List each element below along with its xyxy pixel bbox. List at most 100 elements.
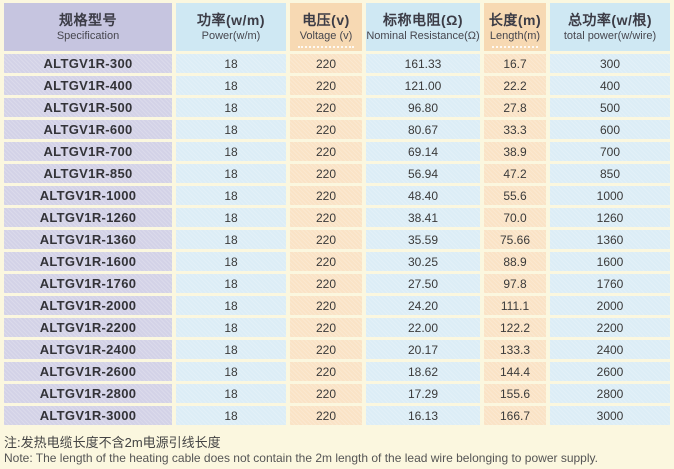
header-total-power-en: total power(w/wire) — [563, 29, 657, 42]
footnote: 注:发热电缆长度不含2m电源引线长度 Note: The length of t… — [0, 428, 674, 466]
table-row: ALTGV1R-700 18 220 69.14 38.9 700 — [4, 142, 670, 161]
power-cell: 18 — [176, 318, 286, 337]
length-cell: 75.66 — [484, 230, 546, 249]
spec-model-cell: ALTGV1R-1260 — [4, 208, 172, 227]
length-cell: 38.9 — [484, 142, 546, 161]
spec-model-cell: ALTGV1R-400 — [4, 76, 172, 95]
power-cell: 18 — [176, 98, 286, 117]
voltage-cell: 220 — [290, 98, 362, 117]
power-cell: 18 — [176, 208, 286, 227]
spec-model-cell: ALTGV1R-2600 — [4, 362, 172, 381]
resistance-cell: 48.40 — [366, 186, 480, 205]
spec-table: 规格型号 Specification 功率(w/m) Power(w/m) 电压… — [4, 3, 670, 425]
spec-model-cell: ALTGV1R-2400 — [4, 340, 172, 359]
header-nominal-resistance-en: Nominal Resistance(Ω) — [366, 29, 480, 42]
table-row: ALTGV1R-850 18 220 56.94 47.2 850 — [4, 164, 670, 183]
resistance-cell: 24.20 — [366, 296, 480, 315]
header-specification-en: Specification — [56, 29, 120, 42]
spec-model-cell: ALTGV1R-1760 — [4, 274, 172, 293]
spec-model-cell: ALTGV1R-2200 — [4, 318, 172, 337]
length-cell: 97.8 — [484, 274, 546, 293]
resistance-cell: 20.17 — [366, 340, 480, 359]
voltage-cell: 220 — [290, 164, 362, 183]
footnote-en: Note: The length of the heating cable do… — [4, 451, 598, 465]
header-total-power-zh: 总功率(w/根) — [567, 11, 653, 28]
total-power-cell: 600 — [550, 120, 670, 139]
table-row: ALTGV1R-2400 18 220 20.17 133.3 2400 — [4, 340, 670, 359]
header-specification-zh: 规格型号 — [59, 11, 117, 28]
resistance-cell: 18.62 — [366, 362, 480, 381]
length-cell: 47.2 — [484, 164, 546, 183]
total-power-cell: 2000 — [550, 296, 670, 315]
table-row: ALTGV1R-300 18 220 161.33 16.7 300 — [4, 54, 670, 73]
table-row: ALTGV1R-500 18 220 96.80 27.8 500 — [4, 98, 670, 117]
power-cell: 18 — [176, 384, 286, 403]
power-cell: 18 — [176, 274, 286, 293]
length-cell: 33.3 — [484, 120, 546, 139]
voltage-cell: 220 — [290, 296, 362, 315]
resistance-cell: 22.00 — [366, 318, 480, 337]
header-power: 功率(w/m) Power(w/m) — [176, 3, 286, 51]
header-specification: 规格型号 Specification — [4, 3, 172, 51]
total-power-cell: 3000 — [550, 406, 670, 425]
total-power-cell: 1760 — [550, 274, 670, 293]
total-power-cell: 700 — [550, 142, 670, 161]
header-length-en: Length(m) — [489, 29, 541, 42]
power-cell: 18 — [176, 164, 286, 183]
spec-model-cell: ALTGV1R-700 — [4, 142, 172, 161]
length-cell: 155.6 — [484, 384, 546, 403]
total-power-cell: 1600 — [550, 252, 670, 271]
spec-model-cell: ALTGV1R-1000 — [4, 186, 172, 205]
resistance-cell: 16.13 — [366, 406, 480, 425]
total-power-cell: 300 — [550, 54, 670, 73]
header-voltage-en: Voltage (v) — [299, 29, 353, 42]
spec-model-cell: ALTGV1R-1360 — [4, 230, 172, 249]
voltage-cell: 220 — [290, 406, 362, 425]
header-power-zh: 功率(w/m) — [196, 11, 266, 28]
resistance-cell: 17.29 — [366, 384, 480, 403]
length-cell: 166.7 — [484, 406, 546, 425]
length-cell: 22.2 — [484, 76, 546, 95]
table-row: ALTGV1R-2000 18 220 24.20 111.1 2000 — [4, 296, 670, 315]
total-power-cell: 1000 — [550, 186, 670, 205]
total-power-cell: 400 — [550, 76, 670, 95]
length-cell: 27.8 — [484, 98, 546, 117]
header-total-power: 总功率(w/根) total power(w/wire) — [550, 3, 670, 51]
table-row: ALTGV1R-2600 18 220 18.62 144.4 2600 — [4, 362, 670, 381]
total-power-cell: 1360 — [550, 230, 670, 249]
power-cell: 18 — [176, 406, 286, 425]
header-voltage-zh: 电压(v) — [302, 11, 350, 28]
voltage-cell: 220 — [290, 274, 362, 293]
length-cell: 16.7 — [484, 54, 546, 73]
spec-model-cell: ALTGV1R-500 — [4, 98, 172, 117]
table-row: ALTGV1R-1000 18 220 48.40 55.6 1000 — [4, 186, 670, 205]
total-power-cell: 850 — [550, 164, 670, 183]
length-cell: 88.9 — [484, 252, 546, 271]
total-power-cell: 500 — [550, 98, 670, 117]
resistance-cell: 56.94 — [366, 164, 480, 183]
table-row: ALTGV1R-600 18 220 80.67 33.3 600 — [4, 120, 670, 139]
resistance-cell: 30.25 — [366, 252, 480, 271]
total-power-cell: 2400 — [550, 340, 670, 359]
spec-model-cell: ALTGV1R-850 — [4, 164, 172, 183]
voltage-cell: 220 — [290, 252, 362, 271]
power-cell: 18 — [176, 340, 286, 359]
resistance-cell: 38.41 — [366, 208, 480, 227]
power-cell: 18 — [176, 120, 286, 139]
power-cell: 18 — [176, 142, 286, 161]
resistance-cell: 80.67 — [366, 120, 480, 139]
header-length-zh: 长度(m) — [488, 11, 542, 28]
resistance-cell: 121.00 — [366, 76, 480, 95]
voltage-cell: 220 — [290, 142, 362, 161]
table-row: ALTGV1R-1260 18 220 38.41 70.0 1260 — [4, 208, 670, 227]
voltage-cell: 220 — [290, 208, 362, 227]
voltage-cell: 220 — [290, 362, 362, 381]
voltage-cell: 220 — [290, 120, 362, 139]
total-power-cell: 2600 — [550, 362, 670, 381]
spec-model-cell: ALTGV1R-300 — [4, 54, 172, 73]
power-cell: 18 — [176, 54, 286, 73]
spec-model-cell: ALTGV1R-2000 — [4, 296, 172, 315]
resistance-cell: 96.80 — [366, 98, 480, 117]
voltage-cell: 220 — [290, 76, 362, 95]
